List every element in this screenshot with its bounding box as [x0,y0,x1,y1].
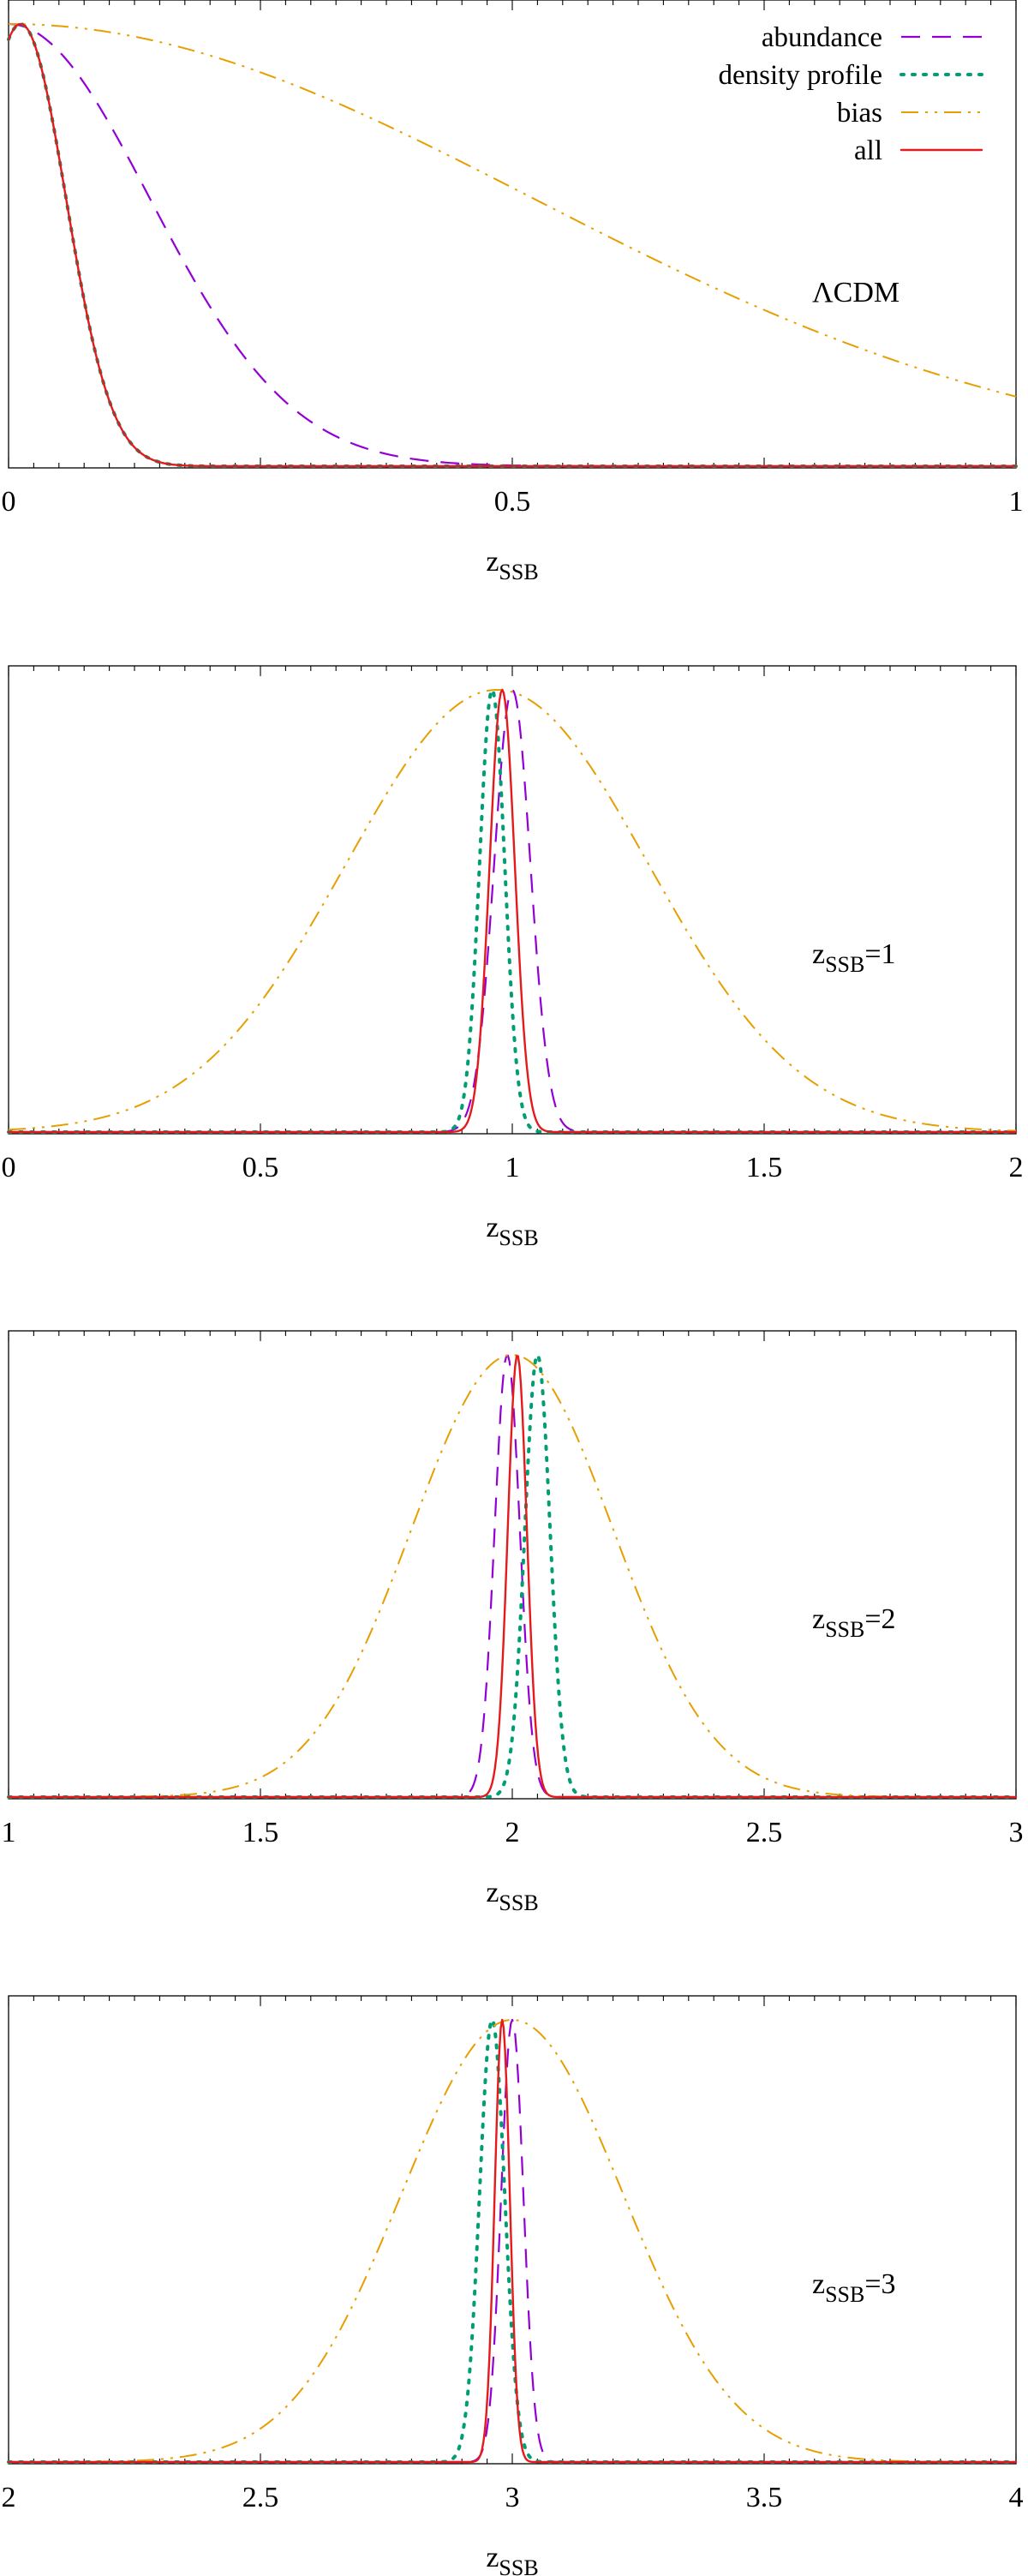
series-line-all [7,22,1018,468]
plot-frame [8,665,1017,1135]
x-axis-label: zSSB [486,1877,538,1915]
series-line-density-profile [7,688,1018,1134]
panel-annotation: zSSB=1 [812,938,896,977]
x-tick-label: 1 [2,1817,16,1848]
series-line-bias [9,2019,1016,2463]
panel-2: 0 0.5 1 1.5 2 zSSB zSSB=1 [2,665,1024,1250]
x-tick-label: 0.5 [242,1152,279,1183]
panel-4: 2 2.5 3 3.5 4 zSSB zSSB=3 [2,1995,1024,2576]
panel-annotation: zSSB=2 [812,1603,896,1642]
x-tick-label: 4 [1009,2482,1024,2513]
legend-label: abundance [762,22,882,53]
plot-frame [8,1995,1017,2465]
x-tick-label: 1.5 [746,1152,783,1183]
series-line-bias [8,689,1017,1132]
panel-annotation: zSSB=3 [812,2268,896,2307]
x-tick-label: 2.5 [746,1817,783,1848]
legend: abundance density profile bias all [718,22,983,166]
x-tick-label: 1 [505,1152,520,1183]
series-line-abundance [9,688,1016,1134]
legend-label: all [854,135,882,166]
x-tick-label: 2 [2,2482,16,2513]
x-tick-label: 3.5 [746,2482,783,2513]
series-line-bias [9,23,1017,398]
x-tick-label: 2.5 [242,2482,279,2513]
x-axis-label: zSSB [486,546,538,584]
panel-annotation: ΛCDM [812,277,900,309]
series-line-all [7,688,1018,1134]
series-line-density-profile [7,2018,1018,2464]
x-tick-label: 2 [505,1817,520,1848]
series-line-all [7,1355,1018,1799]
series-line-all [7,2018,1018,2464]
x-tick-label: 0 [2,1152,16,1183]
x-tick-label: 3 [1009,1817,1024,1848]
x-tick-label: 2 [1009,1152,1024,1183]
panel-1: 0 0.5 1 zSSB ΛCDM [2,0,1024,584]
x-tick-label: 1 [1009,486,1024,518]
x-tick-label: 3 [505,2482,520,2513]
x-axis-label: zSSB [486,1212,538,1250]
legend-label: density profile [718,60,882,91]
panel-3: 1 1.5 2 2.5 3 zSSB zSSB=2 [2,1330,1024,1915]
x-tick-label: 0 [2,486,16,518]
x-tick-label: 1.5 [242,1817,279,1848]
x-tick-label: 0.5 [494,486,531,518]
x-axis-label: zSSB [486,2542,538,2576]
series-line-abundance [9,2018,1016,2464]
legend-label: bias [837,98,882,129]
